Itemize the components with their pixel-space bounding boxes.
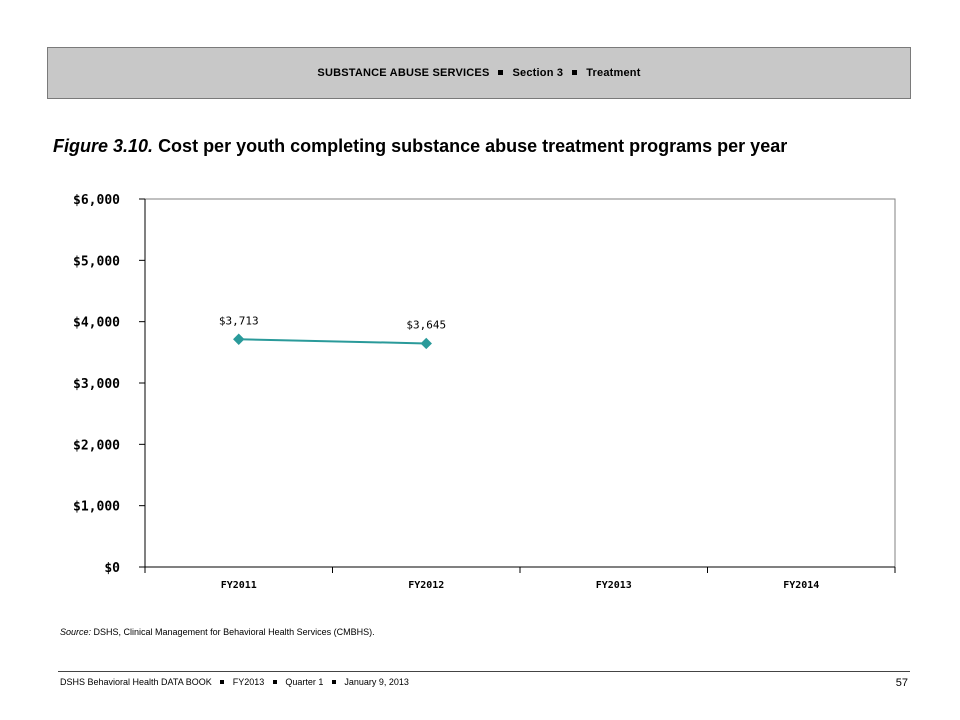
page-number: 57 [895, 677, 908, 689]
footer-divider [58, 671, 910, 672]
x-tick-label: FY2014 [783, 580, 819, 591]
data-label: $3,645 [406, 318, 446, 331]
data-point-marker [233, 333, 245, 345]
y-tick-label: $1,000 [73, 500, 120, 515]
footer-fiscal-year: FY2013 [232, 677, 265, 687]
source-note: Source: DSHS, Clinical Management for Be… [60, 627, 375, 637]
x-tick-label: FY2011 [221, 580, 257, 591]
header-separator [498, 69, 504, 75]
y-tick-label: $4,000 [73, 316, 120, 331]
cost-line-chart: $0 $1,000 $2,000 $3,000 $4,000 $5,000 $6,000 FY… [73, 193, 896, 591]
y-tick-label: $6,000 [73, 193, 120, 208]
data-point-marker [420, 337, 432, 350]
figure-caption: Cost per youth completing substance abus… [158, 136, 788, 156]
header-section-name: SUBSTANCE ABUSE SERVICES [317, 67, 490, 79]
data-label: $3,713 [219, 314, 259, 327]
footer-info: DSHS Behavioral Health DATA BOOK FY2013 … [60, 677, 409, 687]
y-tick-label: $0 [104, 561, 120, 576]
footer-quarter: Quarter 1 [285, 677, 324, 687]
footer-separator [272, 679, 277, 684]
header-section-number: Section 3 [512, 67, 564, 79]
source-label: Source: [60, 627, 92, 637]
footer-separator [220, 679, 225, 684]
x-tick-label: FY2013 [596, 580, 632, 591]
x-tick-label: FY2012 [408, 580, 444, 591]
series-line [238, 338, 427, 345]
section-header: SUBSTANCE ABUSE SERVICES Section 3 Treat… [47, 47, 911, 99]
figure-number: Figure 3.10. [53, 136, 154, 156]
footer-book-title: DSHS Behavioral Health DATA BOOK [60, 677, 212, 687]
figure-title: Figure 3.10. Cost per youth completing s… [53, 136, 787, 157]
source-text: DSHS, Clinical Management for Behavioral… [91, 627, 375, 637]
y-tick-label: $5,000 [73, 254, 120, 269]
header-subsection: Treatment [586, 67, 641, 79]
y-tick-label: $3,000 [73, 377, 120, 392]
plot-area-border [144, 198, 896, 568]
footer-date: January 9, 2013 [344, 677, 409, 687]
y-tick-label: $2,000 [73, 438, 120, 453]
header-separator [572, 69, 578, 75]
footer-separator [331, 679, 336, 684]
